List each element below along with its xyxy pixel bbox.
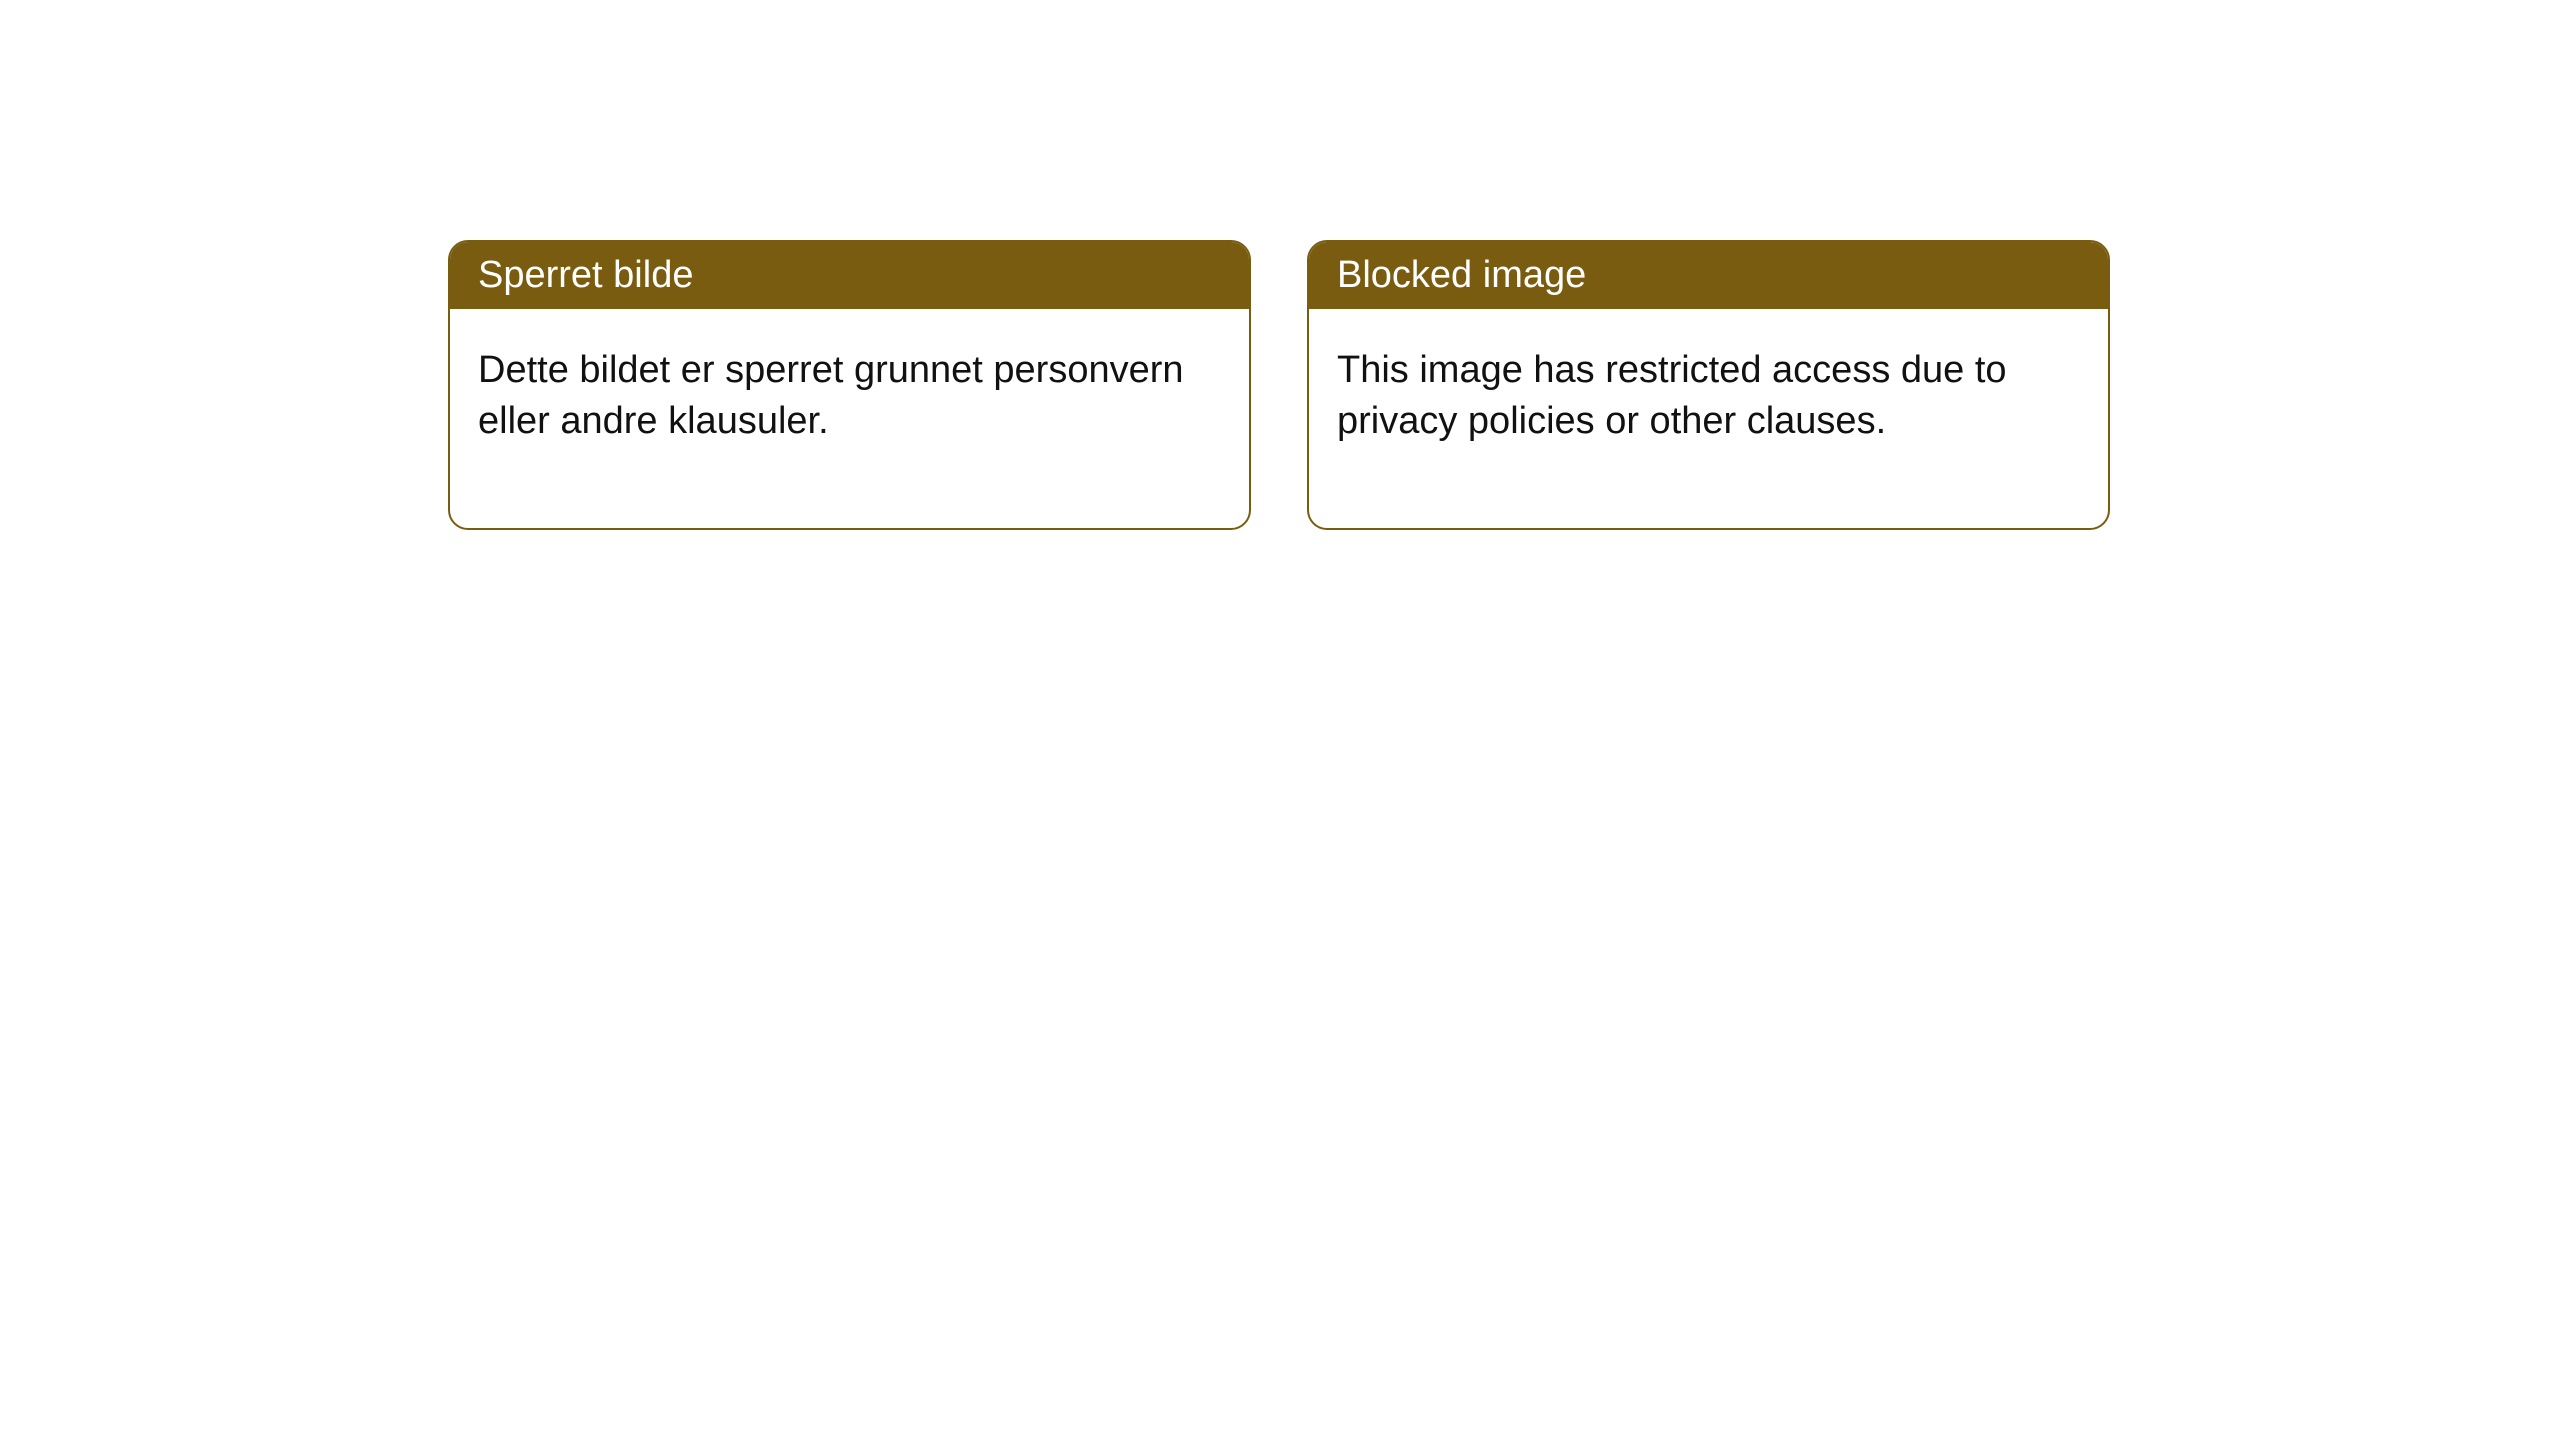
card-header: Sperret bilde	[450, 242, 1249, 309]
card-header: Blocked image	[1309, 242, 2108, 309]
card-body-text: Dette bildet er sperret grunnet personve…	[478, 349, 1184, 442]
card-title: Blocked image	[1337, 254, 1586, 296]
notice-card-norwegian: Sperret bilde Dette bildet er sperret gr…	[448, 240, 1251, 530]
notice-cards-container: Sperret bilde Dette bildet er sperret gr…	[448, 240, 2560, 530]
card-body: Dette bildet er sperret grunnet personve…	[450, 309, 1249, 528]
notice-card-english: Blocked image This image has restricted …	[1307, 240, 2110, 530]
card-body: This image has restricted access due to …	[1309, 309, 2108, 528]
card-title: Sperret bilde	[478, 254, 693, 296]
card-body-text: This image has restricted access due to …	[1337, 349, 2007, 442]
